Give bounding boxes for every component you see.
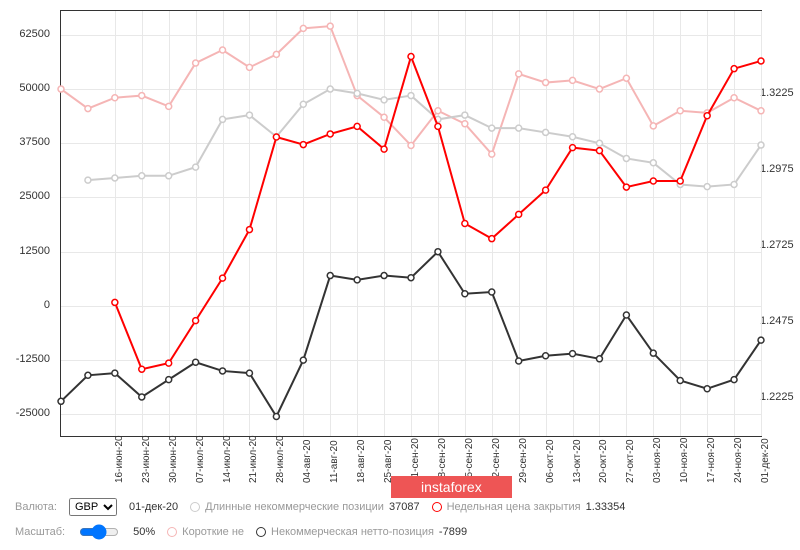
legend-long: Длинные некоммерческие позиции 37087 xyxy=(190,501,419,513)
chart-lines-svg xyxy=(61,11,761,436)
legend-close-value: 1.33354 xyxy=(586,501,626,513)
x-tick-label: 24-ноя-20 xyxy=(733,438,744,483)
chart-plot-area: instaforex xyxy=(60,10,762,437)
y-left-tick-label: 12500 xyxy=(19,245,50,257)
x-tick-label: 03-ноя-20 xyxy=(652,438,663,483)
legend-marker-net-icon xyxy=(256,527,266,537)
y-left-tick-label: 62500 xyxy=(19,28,50,40)
x-tick-label: 16-июн-20 xyxy=(114,435,125,483)
x-tick-label: 07-июл-20 xyxy=(195,435,206,483)
x-tick-label: 18-авг-20 xyxy=(356,440,367,483)
controls-panel: Валюта: GBP 01-дек-20 Длинные некоммерче… xyxy=(0,490,800,550)
legend-net-value: -7899 xyxy=(439,526,467,538)
legend-close: Недельная цена закрытия 1.33354 xyxy=(432,501,626,513)
scale-slider[interactable] xyxy=(79,524,119,540)
y-left-tick-label: -25000 xyxy=(16,407,50,419)
grid-line-v xyxy=(761,11,762,436)
x-tick-label: 20-окт-20 xyxy=(598,439,609,483)
legend-net: Некоммерческая нетто-позиция -7899 xyxy=(256,526,467,538)
x-tick-label: 27-окт-20 xyxy=(625,439,636,483)
y-left-tick-label: 50000 xyxy=(19,82,50,94)
legend-short: Короткие не xyxy=(167,526,244,538)
legend-marker-long-icon xyxy=(190,502,200,512)
x-tick-label: 14-июл-20 xyxy=(222,435,233,483)
x-tick-label: 30-июн-20 xyxy=(168,435,179,483)
scale-label: Масштаб: xyxy=(15,526,65,538)
y-right-tick-label: 1.2725 xyxy=(760,239,794,251)
y-right-tick-label: 1.3225 xyxy=(760,87,794,99)
x-tick-label: 01-дек-20 xyxy=(760,438,771,483)
legend-long-value: 37087 xyxy=(389,501,420,513)
controls-row-2: Масштаб: 50% Короткие не Некоммерческая … xyxy=(15,522,785,542)
x-tick-label: 11-авг-20 xyxy=(329,440,340,483)
currency-label: Валюта: xyxy=(15,501,57,513)
x-tick-label: 17-ноя-20 xyxy=(706,438,717,483)
x-tick-label: 23-июн-20 xyxy=(141,435,152,483)
y-right-tick-label: 1.2475 xyxy=(760,315,794,327)
y-left-tick-label: -12500 xyxy=(16,353,50,365)
x-tick-label: 06-окт-20 xyxy=(545,439,556,483)
controls-row-1: Валюта: GBP 01-дек-20 Длинные некоммерче… xyxy=(15,498,785,516)
x-tick-label: 13-окт-20 xyxy=(572,439,583,483)
y-left-tick-label: 0 xyxy=(44,299,50,311)
legend-marker-short-icon xyxy=(167,527,177,537)
legend-marker-close-icon xyxy=(432,502,442,512)
legend-long-label: Длинные некоммерческие позиции xyxy=(205,501,384,513)
y-left-tick-label: 25000 xyxy=(19,190,50,202)
y-axis-left: -25000 -12500 0 12500 25000 37500 50000 62500 xyxy=(0,10,55,435)
x-tick-label: 28-июл-20 xyxy=(275,435,286,483)
legend-close-label: Недельная цена закрытия xyxy=(447,501,581,513)
watermark-badge: instaforex xyxy=(391,476,512,498)
x-tick-label: 29-сен-20 xyxy=(518,438,529,483)
x-tick-label: 04-авг-20 xyxy=(302,440,313,483)
legend-net-label: Некоммерческая нетто-позиция xyxy=(271,526,434,538)
scale-value: 50% xyxy=(133,526,155,538)
y-left-tick-label: 37500 xyxy=(19,136,50,148)
currency-select[interactable]: GBP xyxy=(69,498,117,516)
legend-short-label: Короткие не xyxy=(182,526,244,538)
y-right-tick-label: 1.2975 xyxy=(760,163,794,175)
x-tick-label: 10-ноя-20 xyxy=(679,438,690,483)
y-right-tick-label: 1.2225 xyxy=(760,391,794,403)
x-tick-label: 21-июл-20 xyxy=(248,435,259,483)
date-value: 01-дек-20 xyxy=(129,501,178,513)
chart-container: -25000 -12500 0 12500 25000 37500 50000 62500 1… xyxy=(0,0,800,490)
